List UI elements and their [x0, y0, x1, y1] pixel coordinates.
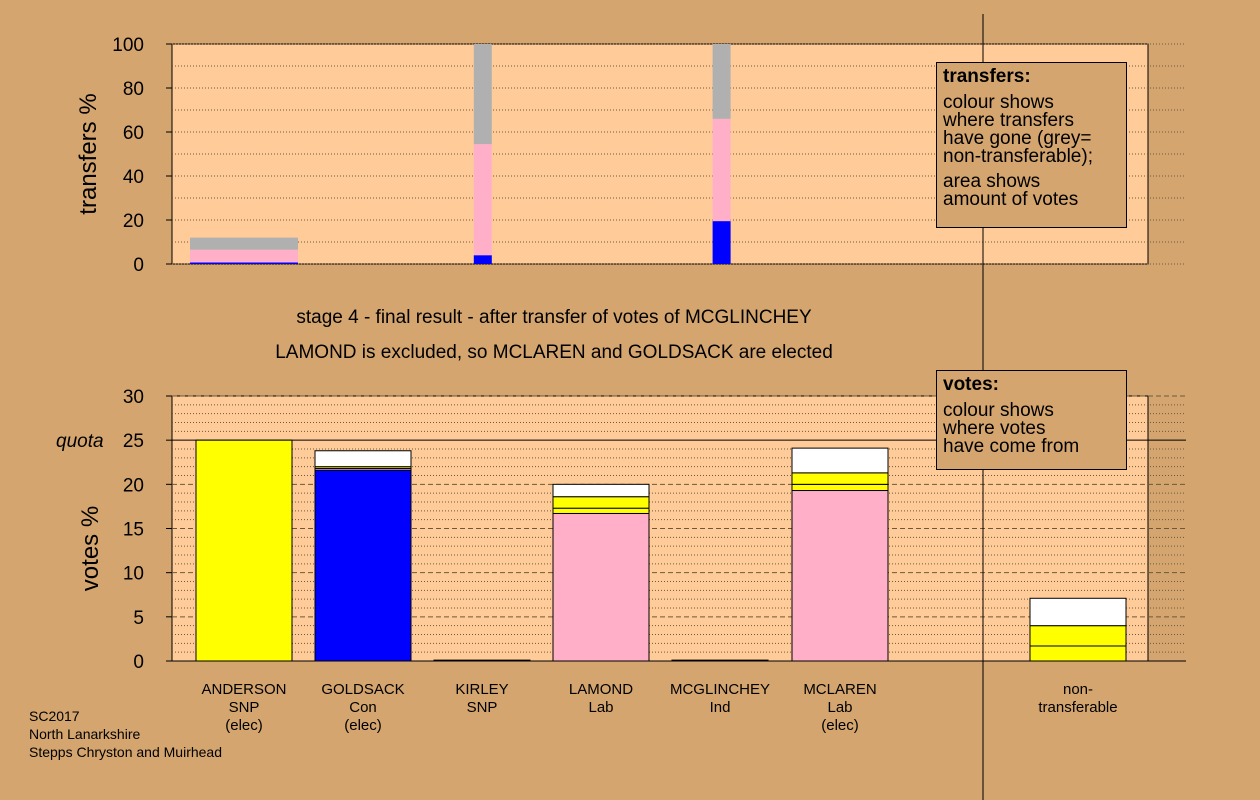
candidate-label: ANDERSON — [201, 681, 286, 698]
votes-legend-line: colour shows — [943, 400, 1054, 421]
vote-bar-segment — [314, 469, 412, 662]
transfer-bar-segment — [712, 44, 731, 119]
footer-ward: Stepps Chryston and Muirhead — [29, 744, 222, 760]
result-caption: LAMOND is excluded, so MCLAREN and GOLDS… — [275, 342, 833, 363]
candidate-label: GOLDSACK — [321, 681, 404, 698]
candidate-label: (elec) — [821, 717, 859, 734]
transfers-legend-line: colour shows — [943, 92, 1054, 113]
candidate-label: Lab — [588, 699, 613, 716]
votes-tick-label: 25 — [123, 431, 144, 452]
candidate-label: (elec) — [344, 717, 382, 734]
transfer-bar-segment — [712, 118, 731, 222]
transfers-tick-label: 60 — [123, 123, 144, 144]
vote-bar-segment — [791, 490, 889, 662]
transfers-legend-title: transfers: — [943, 66, 1031, 87]
candidate-label: non- — [1063, 681, 1093, 698]
vote-bar-segment — [1029, 645, 1127, 662]
vote-bar-segment — [552, 483, 650, 498]
vote-bar-segment — [552, 496, 650, 509]
quota-label: quota — [56, 431, 104, 452]
transfers-axis-label: transfers % — [75, 93, 102, 214]
vote-bar-segment — [1029, 625, 1127, 647]
transfers-legend-line: where transfers — [943, 110, 1074, 131]
transfer-bar-segment — [473, 44, 492, 145]
transfers-legend: transfers: colour shows where transfers … — [936, 62, 1127, 228]
transfer-bar-segment — [712, 221, 731, 264]
votes-legend-line: have come from — [943, 436, 1080, 457]
vote-bar-segment — [791, 472, 889, 485]
transfers-tick-label: 0 — [133, 255, 144, 276]
vote-bar-segment — [552, 512, 650, 662]
candidate-label: KIRLEY — [455, 681, 508, 698]
footer-council: North Lanarkshire — [29, 726, 141, 742]
vote-bar-segment — [791, 447, 889, 474]
transfers-tick-label: 100 — [112, 35, 144, 56]
candidate-label: (elec) — [225, 717, 263, 734]
vote-bar-segment — [791, 483, 889, 492]
vote-bar-segment — [552, 507, 650, 514]
footer-election: SC2017 — [29, 708, 80, 724]
votes-tick-label: 0 — [133, 652, 144, 673]
transfers-legend-line: have gone (grey= — [943, 128, 1092, 149]
candidate-label: MCLAREN — [803, 681, 876, 698]
votes-tick-label: 15 — [123, 520, 144, 541]
transfers-tick-label: 20 — [123, 211, 144, 232]
vote-bar-segment — [195, 439, 293, 662]
candidate-label: SNP — [467, 699, 498, 716]
candidate-label: Con — [349, 699, 377, 716]
vote-bar-segment — [433, 659, 531, 662]
candidate-label: transferable — [1038, 699, 1117, 716]
votes-tick-label: 5 — [133, 608, 144, 629]
transfer-bar-segment — [190, 249, 298, 263]
stage-caption: stage 4 - final result - after transfer … — [296, 307, 812, 328]
transfers-tick-label: 80 — [123, 79, 144, 100]
footer-info: SC2017 North Lanarkshire Stepps Chryston… — [29, 707, 222, 761]
candidate-label: Lab — [827, 699, 852, 716]
vote-bar-segment — [1029, 597, 1127, 627]
votes-tick-label: 30 — [123, 387, 144, 408]
votes-axis-label: votes % — [77, 506, 104, 591]
transfer-bar-segment — [473, 255, 492, 264]
candidate-label: SNP — [229, 699, 260, 716]
transfers-legend-line: area shows — [943, 171, 1041, 192]
candidate-label: LAMOND — [569, 681, 633, 698]
votes-legend-line: where votes — [943, 418, 1046, 439]
candidate-label: MCGLINCHEY — [670, 681, 770, 698]
vote-bar-segment — [671, 659, 769, 662]
transfer-bar-segment — [473, 144, 492, 256]
votes-tick-label: 10 — [123, 564, 144, 585]
votes-tick-label: 20 — [123, 475, 144, 496]
transfer-bar-segment — [190, 237, 298, 250]
transfers-legend-line: amount of votes — [943, 189, 1079, 210]
candidate-label: Ind — [710, 699, 731, 716]
transfers-legend-line: non-transferable); — [943, 146, 1093, 167]
transfers-tick-label: 40 — [123, 167, 144, 188]
votes-legend: votes: colour shows where votes have com… — [936, 370, 1127, 470]
votes-legend-title: votes: — [943, 374, 999, 395]
vote-bar-segment — [314, 450, 412, 468]
transfer-bar-segment — [190, 262, 298, 264]
